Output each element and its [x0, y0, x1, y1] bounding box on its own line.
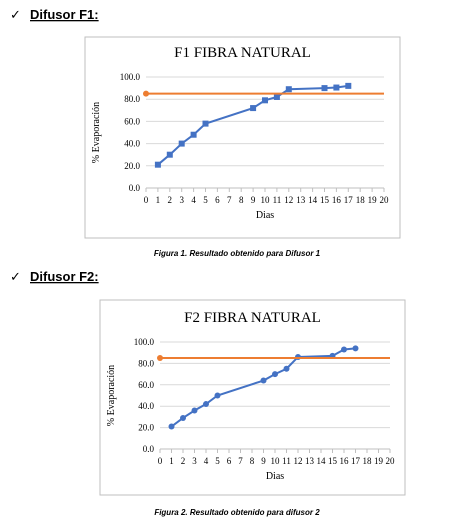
data-point: [272, 371, 278, 378]
data-point: [341, 346, 347, 353]
x-tick-label: 4: [204, 456, 209, 466]
caption: Figura 2. Resultado obtenido para difuso…: [154, 508, 320, 517]
bullet: ✓: [10, 269, 21, 284]
heading: Difusor F1:: [30, 7, 99, 22]
data-point: [143, 90, 149, 97]
data-point: [203, 401, 209, 408]
x-tick-label: 15: [320, 195, 330, 205]
x-tick-label: 3: [179, 195, 184, 205]
x-tick-label: 19: [368, 195, 378, 205]
data-point: [191, 407, 198, 414]
y-tick-label: 20.0: [138, 423, 154, 433]
data-point: [250, 105, 257, 112]
x-tick-label: 10: [261, 195, 271, 205]
chart: F1 FIBRA NATURAL 0.0 20.0 40.0 60.0 80.0 100.0…: [84, 36, 401, 239]
x-tick-label: 16: [332, 195, 342, 205]
y-tick-label: 40.0: [124, 139, 140, 149]
x-tick-label: 0: [144, 195, 149, 205]
x-tick-label: 1: [156, 195, 161, 205]
data-point: [352, 345, 359, 352]
x-tick-label: 16: [340, 456, 350, 466]
x-tick-label: 14: [317, 456, 327, 466]
y-tick-label: 0.0: [143, 444, 155, 454]
x-tick-label: 13: [296, 195, 306, 205]
data-point: [273, 93, 280, 100]
y-tick-label: 80.0: [138, 358, 154, 368]
x-tick-label: 18: [363, 456, 373, 466]
x-tick-label: 19: [374, 456, 384, 466]
x-tick-label: 5: [203, 195, 208, 205]
x-tick-label: 13: [305, 456, 315, 466]
x-tick-label: 3: [192, 456, 197, 466]
data-point: [285, 86, 292, 93]
x-tick-label: 20: [386, 456, 396, 466]
data-point: [180, 414, 186, 421]
data-point: [202, 120, 209, 127]
x-tick-label: 15: [328, 456, 338, 466]
data-point: [190, 131, 197, 138]
chart-frame: [99, 299, 406, 496]
data-point: [214, 392, 221, 399]
chart: F2 FIBRA NATURAL 0.0 20.0 40.0 60.0 80.0 100.0…: [99, 299, 406, 496]
x-tick-label: 8: [239, 195, 244, 205]
data-point: [168, 423, 175, 430]
y-tick-label: 100.0: [120, 72, 141, 82]
data-point: [345, 82, 352, 89]
x-tick-label: 8: [250, 456, 255, 466]
x-tick-label: 10: [271, 456, 281, 466]
data-point: [295, 353, 301, 360]
x-axis-label: Dias: [256, 210, 274, 221]
x-tick-label: 5: [215, 456, 220, 466]
data-point: [178, 140, 185, 147]
x-axis-label: Dias: [266, 471, 284, 482]
y-tick-label: 40.0: [138, 401, 154, 411]
x-tick-label: 6: [215, 195, 220, 205]
x-tick-label: 2: [181, 456, 186, 466]
x-tick-label: 12: [284, 195, 293, 205]
x-tick-label: 1: [169, 456, 174, 466]
data-point: [333, 84, 340, 91]
caption: Figura 1. Resultado obtenido para Difuso…: [154, 249, 321, 258]
y-tick-label: 60.0: [138, 380, 154, 390]
y-tick-label: 0.0: [129, 183, 141, 193]
y-tick-label: 100.0: [134, 337, 155, 347]
x-tick-label: 6: [227, 456, 232, 466]
x-tick-label: 18: [356, 195, 366, 205]
x-tick-label: 7: [227, 195, 232, 205]
x-tick-label: 0: [158, 456, 163, 466]
x-tick-label: 14: [308, 195, 318, 205]
x-tick-label: 12: [294, 456, 303, 466]
x-tick-label: 17: [351, 456, 361, 466]
x-tick-label: 11: [273, 195, 282, 205]
data-point: [157, 355, 163, 362]
bullet: ✓: [10, 7, 21, 22]
heading: Difusor F2:: [30, 269, 99, 284]
x-tick-label: 7: [238, 456, 243, 466]
y-tick-label: 20.0: [124, 161, 140, 171]
x-tick-label: 20: [380, 195, 390, 205]
data-point: [283, 365, 290, 372]
y-tick-label: 60.0: [124, 116, 140, 126]
data-point: [321, 85, 328, 92]
chart-title: F1 FIBRA NATURAL: [174, 45, 311, 61]
chart-frame: [84, 36, 401, 239]
y-tick-label: 80.0: [124, 94, 140, 104]
x-tick-label: 2: [168, 195, 173, 205]
y-axis-label: % Evaporación: [106, 365, 117, 426]
y-axis-label: % Evaporación: [91, 102, 102, 163]
x-tick-label: 9: [261, 456, 266, 466]
x-tick-label: 4: [191, 195, 196, 205]
data-point: [166, 151, 173, 158]
x-tick-label: 9: [251, 195, 256, 205]
x-tick-label: 11: [282, 456, 291, 466]
chart-title: F2 FIBRA NATURAL: [184, 310, 321, 326]
data-point: [262, 97, 268, 104]
data-point: [154, 161, 161, 168]
x-tick-label: 17: [344, 195, 354, 205]
data-point: [260, 377, 267, 384]
